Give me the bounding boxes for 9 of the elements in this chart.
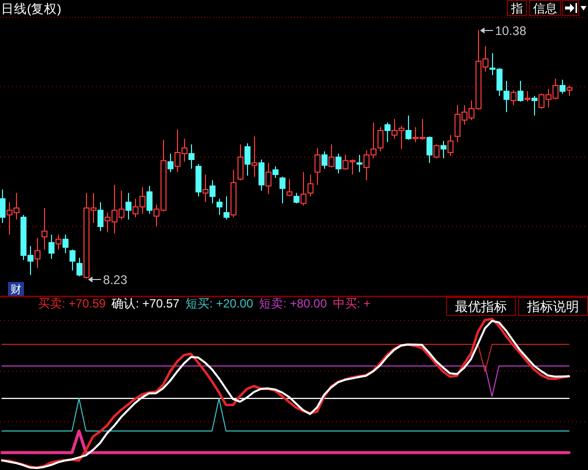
button: 指	[507, 0, 527, 16]
annotation: 8.23	[103, 273, 128, 287]
badge: 财	[8, 282, 24, 296]
button: 信息	[529, 0, 561, 16]
legend: 买卖: +70.59 确认: +70.57 短买: +20.00 短卖: +80.00 中买: +	[38, 296, 371, 310]
button: 指标说明	[518, 297, 588, 316]
button: 最优指标	[446, 297, 516, 316]
annotation: 10.38	[495, 24, 526, 38]
chart-title: 日线(复权)	[1, 2, 62, 16]
